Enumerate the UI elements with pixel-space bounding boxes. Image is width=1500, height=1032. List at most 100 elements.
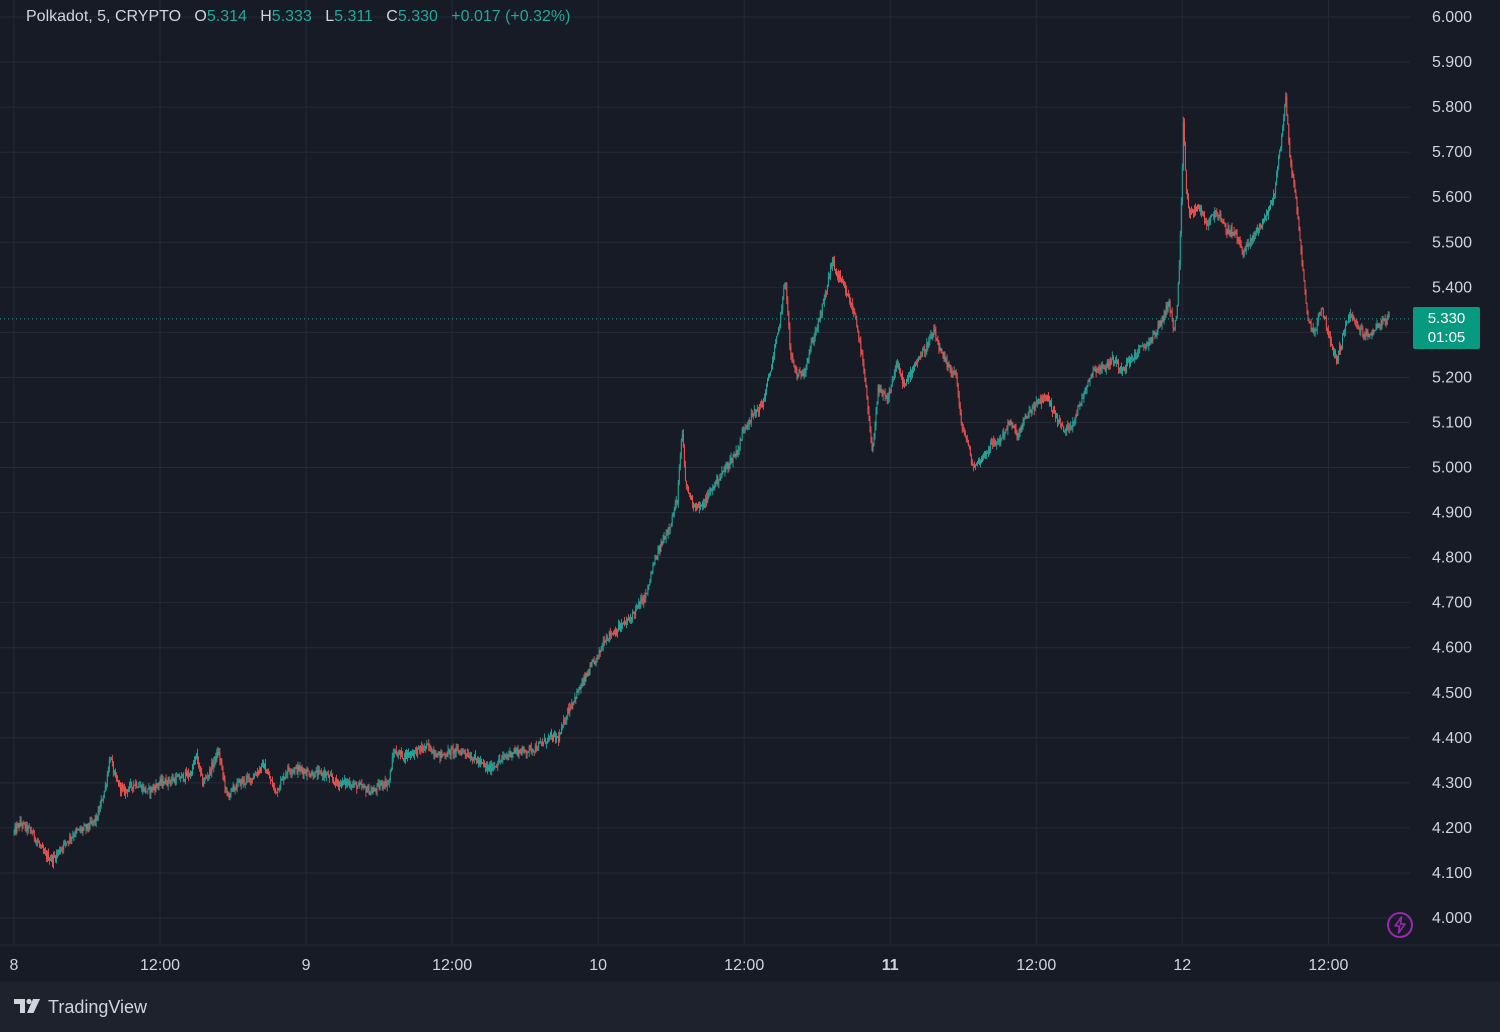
symbol-name[interactable]: Polkadot, 5, CRYPTO <box>26 8 182 25</box>
candle <box>823 294 825 308</box>
candle <box>522 745 524 753</box>
candle <box>1021 423 1023 432</box>
candle <box>870 426 872 444</box>
candle <box>456 743 458 752</box>
candle-body <box>490 763 492 771</box>
candle-body <box>859 338 861 341</box>
candle-body <box>1173 327 1175 330</box>
candle <box>592 658 594 663</box>
candle-body <box>1284 105 1286 118</box>
candle-body <box>1164 313 1166 315</box>
candle-body <box>293 770 295 772</box>
lightning-bolt-icon[interactable] <box>1386 911 1414 939</box>
candle <box>457 744 459 754</box>
candle-body <box>769 374 771 376</box>
candle <box>882 388 884 401</box>
candle <box>257 770 259 777</box>
candle <box>452 743 454 759</box>
candle-body <box>303 770 305 775</box>
candle-body <box>1094 369 1096 371</box>
candle <box>1263 218 1264 225</box>
candle <box>277 787 279 798</box>
candle-body <box>223 774 225 780</box>
candle <box>1092 365 1094 378</box>
candle <box>611 632 613 635</box>
candle-body <box>773 355 775 361</box>
candle-body <box>750 413 752 422</box>
candle <box>95 812 97 827</box>
candle-body <box>988 449 990 453</box>
candle <box>1091 372 1093 379</box>
candle <box>717 475 719 487</box>
candle <box>990 439 992 454</box>
candle <box>1213 211 1215 221</box>
candle-body <box>1280 146 1282 151</box>
candle <box>1284 103 1286 122</box>
candle <box>1291 159 1293 178</box>
candle-body <box>1084 389 1086 392</box>
candle <box>93 819 95 826</box>
candle <box>1273 189 1275 206</box>
candle <box>586 671 588 678</box>
candle-body <box>1206 220 1208 226</box>
candle-body <box>176 776 178 778</box>
candle <box>1323 315 1325 321</box>
candle-body <box>1083 391 1085 398</box>
candle <box>633 611 635 614</box>
candle <box>542 741 544 747</box>
candle <box>1178 259 1180 285</box>
candle-body <box>160 779 162 784</box>
candle-body <box>284 776 286 780</box>
candle-body <box>1194 210 1195 213</box>
candle <box>289 767 291 775</box>
candle-body <box>897 365 899 368</box>
candle <box>641 593 643 604</box>
candle <box>355 781 357 785</box>
candle-body <box>807 358 809 364</box>
candle-body <box>1253 235 1255 240</box>
candle-body <box>1367 331 1369 338</box>
candle <box>32 828 34 834</box>
brand[interactable]: TradingView <box>14 997 147 1018</box>
candle <box>348 779 350 787</box>
candle-body <box>42 847 44 852</box>
candle-body <box>1174 319 1176 330</box>
candle <box>241 776 243 785</box>
candle <box>466 748 468 758</box>
candle-body <box>786 282 788 301</box>
candle-body <box>1248 243 1250 245</box>
candle <box>1267 210 1268 216</box>
candle-body <box>126 789 128 791</box>
candle-body <box>506 755 508 758</box>
candle-body <box>594 661 596 665</box>
candle <box>730 452 732 465</box>
candle <box>1093 367 1095 371</box>
candle-body <box>494 765 496 768</box>
candle <box>638 598 640 609</box>
candle <box>668 523 670 535</box>
chart-canvas[interactable]: 6.0005.9005.8005.7005.6005.5005.4005.300… <box>0 0 1500 982</box>
candle <box>322 770 324 781</box>
candle-body <box>1362 329 1364 337</box>
candle-body <box>1249 238 1251 244</box>
candle-body <box>464 752 466 754</box>
candle-body <box>1276 172 1278 185</box>
candle-body <box>1152 332 1154 341</box>
candle <box>1359 326 1361 335</box>
candle-body <box>16 825 18 833</box>
candle <box>936 337 938 341</box>
candle <box>756 404 758 412</box>
candle-body <box>481 760 482 763</box>
candle <box>463 749 465 755</box>
candle <box>751 410 753 418</box>
candle-body <box>939 348 941 351</box>
candle <box>660 538 662 553</box>
candle <box>933 324 935 338</box>
candle-body <box>1092 370 1094 376</box>
candle <box>52 854 53 868</box>
candle <box>1044 394 1046 402</box>
candle <box>1344 328 1346 338</box>
candle <box>1266 209 1267 222</box>
candle <box>162 775 164 789</box>
